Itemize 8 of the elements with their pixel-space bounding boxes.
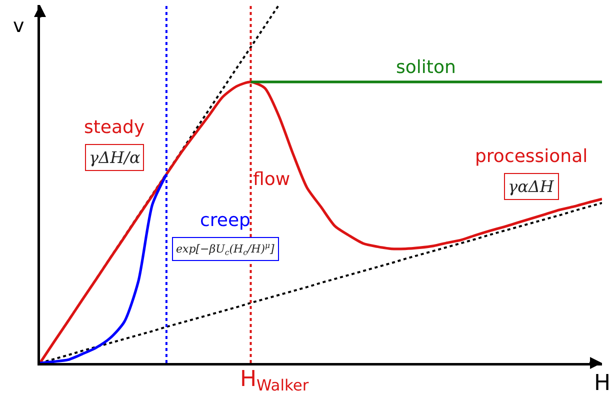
x-axis-title: H: [594, 371, 610, 396]
y-axis-title: v: [13, 15, 24, 37]
annotation: flow: [253, 169, 290, 190]
annotation: steady γΔH/α: [84, 117, 145, 167]
annotation: processional γαΔH: [475, 146, 588, 196]
text: H$_{Walker}$: [240, 367, 310, 395]
series-label: soliton: [396, 57, 456, 78]
annotation: creep exp[−βU$_{c}$(H$_{c}$/H)$^{μ}$]: [176, 210, 276, 257]
